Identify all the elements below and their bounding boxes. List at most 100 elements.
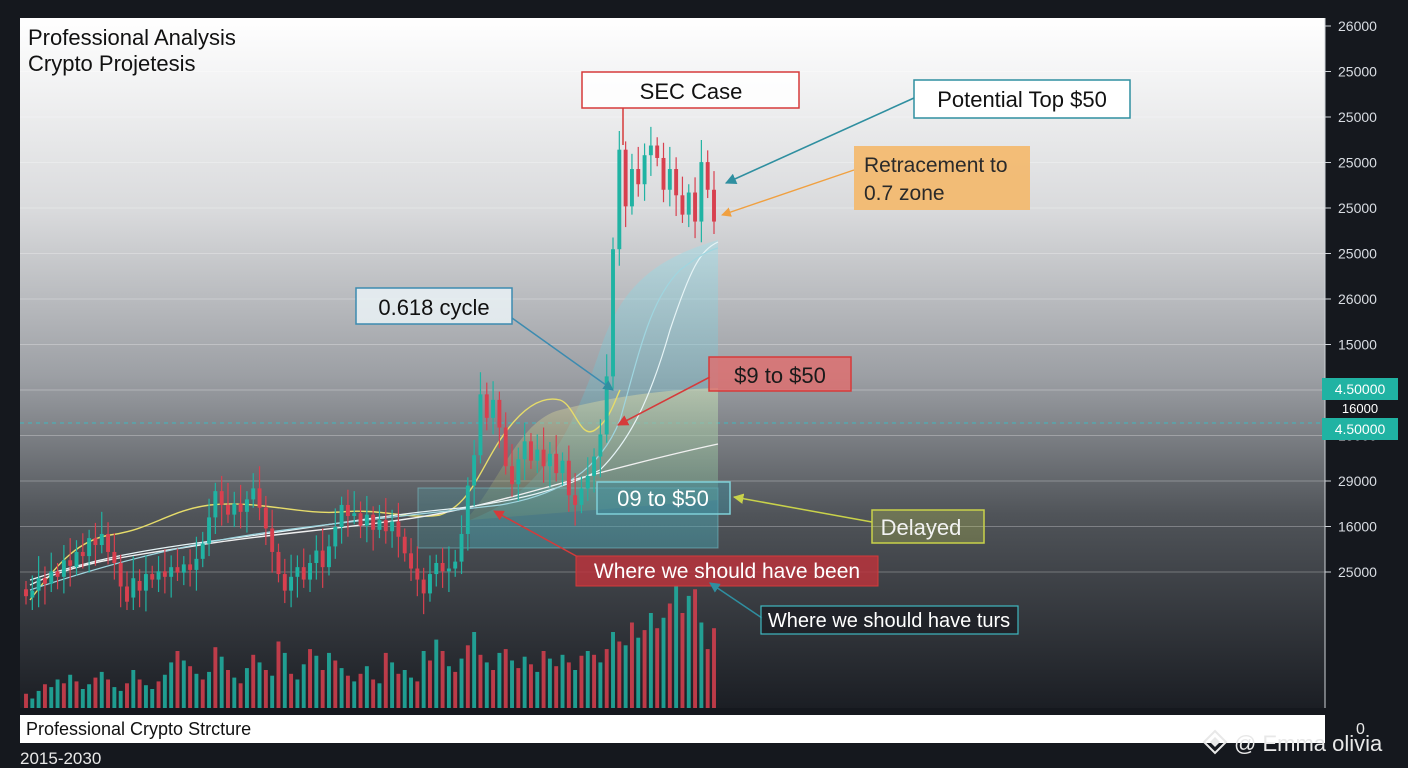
volume-bar xyxy=(541,651,546,708)
volume-bar xyxy=(383,652,388,708)
volume-bar xyxy=(440,651,445,708)
volume-bar xyxy=(428,660,432,708)
candle-body xyxy=(585,475,590,489)
candle-body xyxy=(465,485,470,534)
volume-bar xyxy=(42,684,47,708)
candle-body xyxy=(24,589,28,597)
volume-bar xyxy=(24,693,28,708)
candle-body xyxy=(598,434,603,457)
candle-body xyxy=(169,567,174,577)
candle-body xyxy=(472,455,477,486)
retracement-label-1: Retracement to xyxy=(864,154,1008,177)
corner-mark: 0 xyxy=(1356,721,1365,738)
candle-body xyxy=(188,564,193,570)
candle-body xyxy=(308,563,312,580)
volume-bar xyxy=(358,673,363,708)
candle-body xyxy=(428,574,432,594)
candle-body xyxy=(402,536,407,554)
volume-bar xyxy=(36,690,41,708)
volume-bar xyxy=(547,658,552,708)
candle-body xyxy=(364,514,369,526)
candle-body xyxy=(106,533,111,552)
cycle-arrow xyxy=(511,317,614,391)
candle-body xyxy=(415,568,420,580)
candle-body xyxy=(99,533,104,546)
candle-body xyxy=(226,504,230,515)
volume-bar xyxy=(80,689,85,708)
candle-body xyxy=(125,586,129,602)
y-tick-label: 16000 xyxy=(1338,519,1377,535)
volume-bar xyxy=(648,613,653,708)
volume-bar xyxy=(680,613,685,708)
volume-bar xyxy=(61,683,66,708)
volume-bar xyxy=(484,662,489,708)
y-tick-label: 29000 xyxy=(1338,473,1377,489)
volume-bar xyxy=(314,655,319,708)
candle-body xyxy=(541,449,546,467)
volume-bar xyxy=(478,654,483,708)
volume-bar xyxy=(377,683,382,708)
price-tag-2-text: 16000 xyxy=(1342,401,1378,416)
volume-bar xyxy=(560,654,565,708)
volume-bar xyxy=(213,647,218,708)
candle-body xyxy=(55,571,60,577)
delayed-arrow xyxy=(732,493,873,523)
candle-body xyxy=(655,145,660,158)
ma-cyan xyxy=(29,241,719,581)
volume-bar xyxy=(74,681,79,708)
volume-bar xyxy=(339,668,344,708)
candle-body xyxy=(251,488,256,500)
footer-structure-label: Professional Crypto Strcture xyxy=(26,719,251,739)
volume-bar xyxy=(522,656,527,708)
candle-body xyxy=(674,169,679,196)
candle-body xyxy=(257,488,262,508)
should-have-been-label: Where we should have been xyxy=(594,560,860,583)
volume-bar xyxy=(446,666,451,708)
sec-case-label: SEC Case xyxy=(640,79,743,104)
candle-body xyxy=(547,453,552,467)
candle-body xyxy=(194,558,199,570)
candle-body xyxy=(371,514,376,530)
volume-bar xyxy=(642,630,647,708)
candle-body xyxy=(554,453,559,474)
candle-body xyxy=(345,504,350,516)
volume-bar xyxy=(270,675,275,708)
candle-body xyxy=(80,551,85,557)
volume-bar xyxy=(686,595,691,708)
volume-bar xyxy=(699,622,704,708)
candle-body xyxy=(232,503,237,515)
volume-bar xyxy=(238,683,243,708)
volume-bar xyxy=(503,649,508,708)
candle-body xyxy=(93,538,98,546)
cycle-callout: 0.618 cycle xyxy=(355,287,513,325)
volume-bar xyxy=(421,651,426,708)
y-tick-label: 25000 xyxy=(1338,155,1377,171)
should-have-been-arrow xyxy=(493,510,579,558)
candle-body xyxy=(61,560,66,577)
candle-body xyxy=(604,376,609,435)
volume-bar xyxy=(371,679,376,708)
volume-bar xyxy=(251,654,256,708)
volume-bar xyxy=(263,670,268,708)
volume-bar xyxy=(617,641,622,708)
volume-bar xyxy=(276,641,281,708)
delayed-label: Delayed xyxy=(881,515,962,540)
volume-bar xyxy=(636,637,641,708)
candle-body xyxy=(686,192,691,215)
candle-body xyxy=(49,571,54,584)
nine-to-fifty-label: $9 to $50 xyxy=(734,363,826,388)
volume-bar xyxy=(219,656,224,708)
candle-body xyxy=(623,149,628,207)
zero-nine-to-fifty-label: 09 to $50 xyxy=(617,486,709,511)
candle-body xyxy=(503,427,508,467)
y-tick-label: 25000 xyxy=(1338,564,1377,580)
y-axis: 26000 25000 25000 25000 25000 25000 26000 15000… xyxy=(1324,18,1377,708)
candle-body xyxy=(143,574,148,591)
y-tick-label: 15000 xyxy=(1338,337,1377,353)
chart-subtitle: Crypto Projetesis xyxy=(28,51,196,76)
volume-bar xyxy=(705,649,710,708)
candle-body xyxy=(409,553,413,569)
volume-bar xyxy=(434,639,439,708)
price-tag-3: 4.50000 xyxy=(1322,418,1398,440)
candle-body xyxy=(611,249,615,377)
